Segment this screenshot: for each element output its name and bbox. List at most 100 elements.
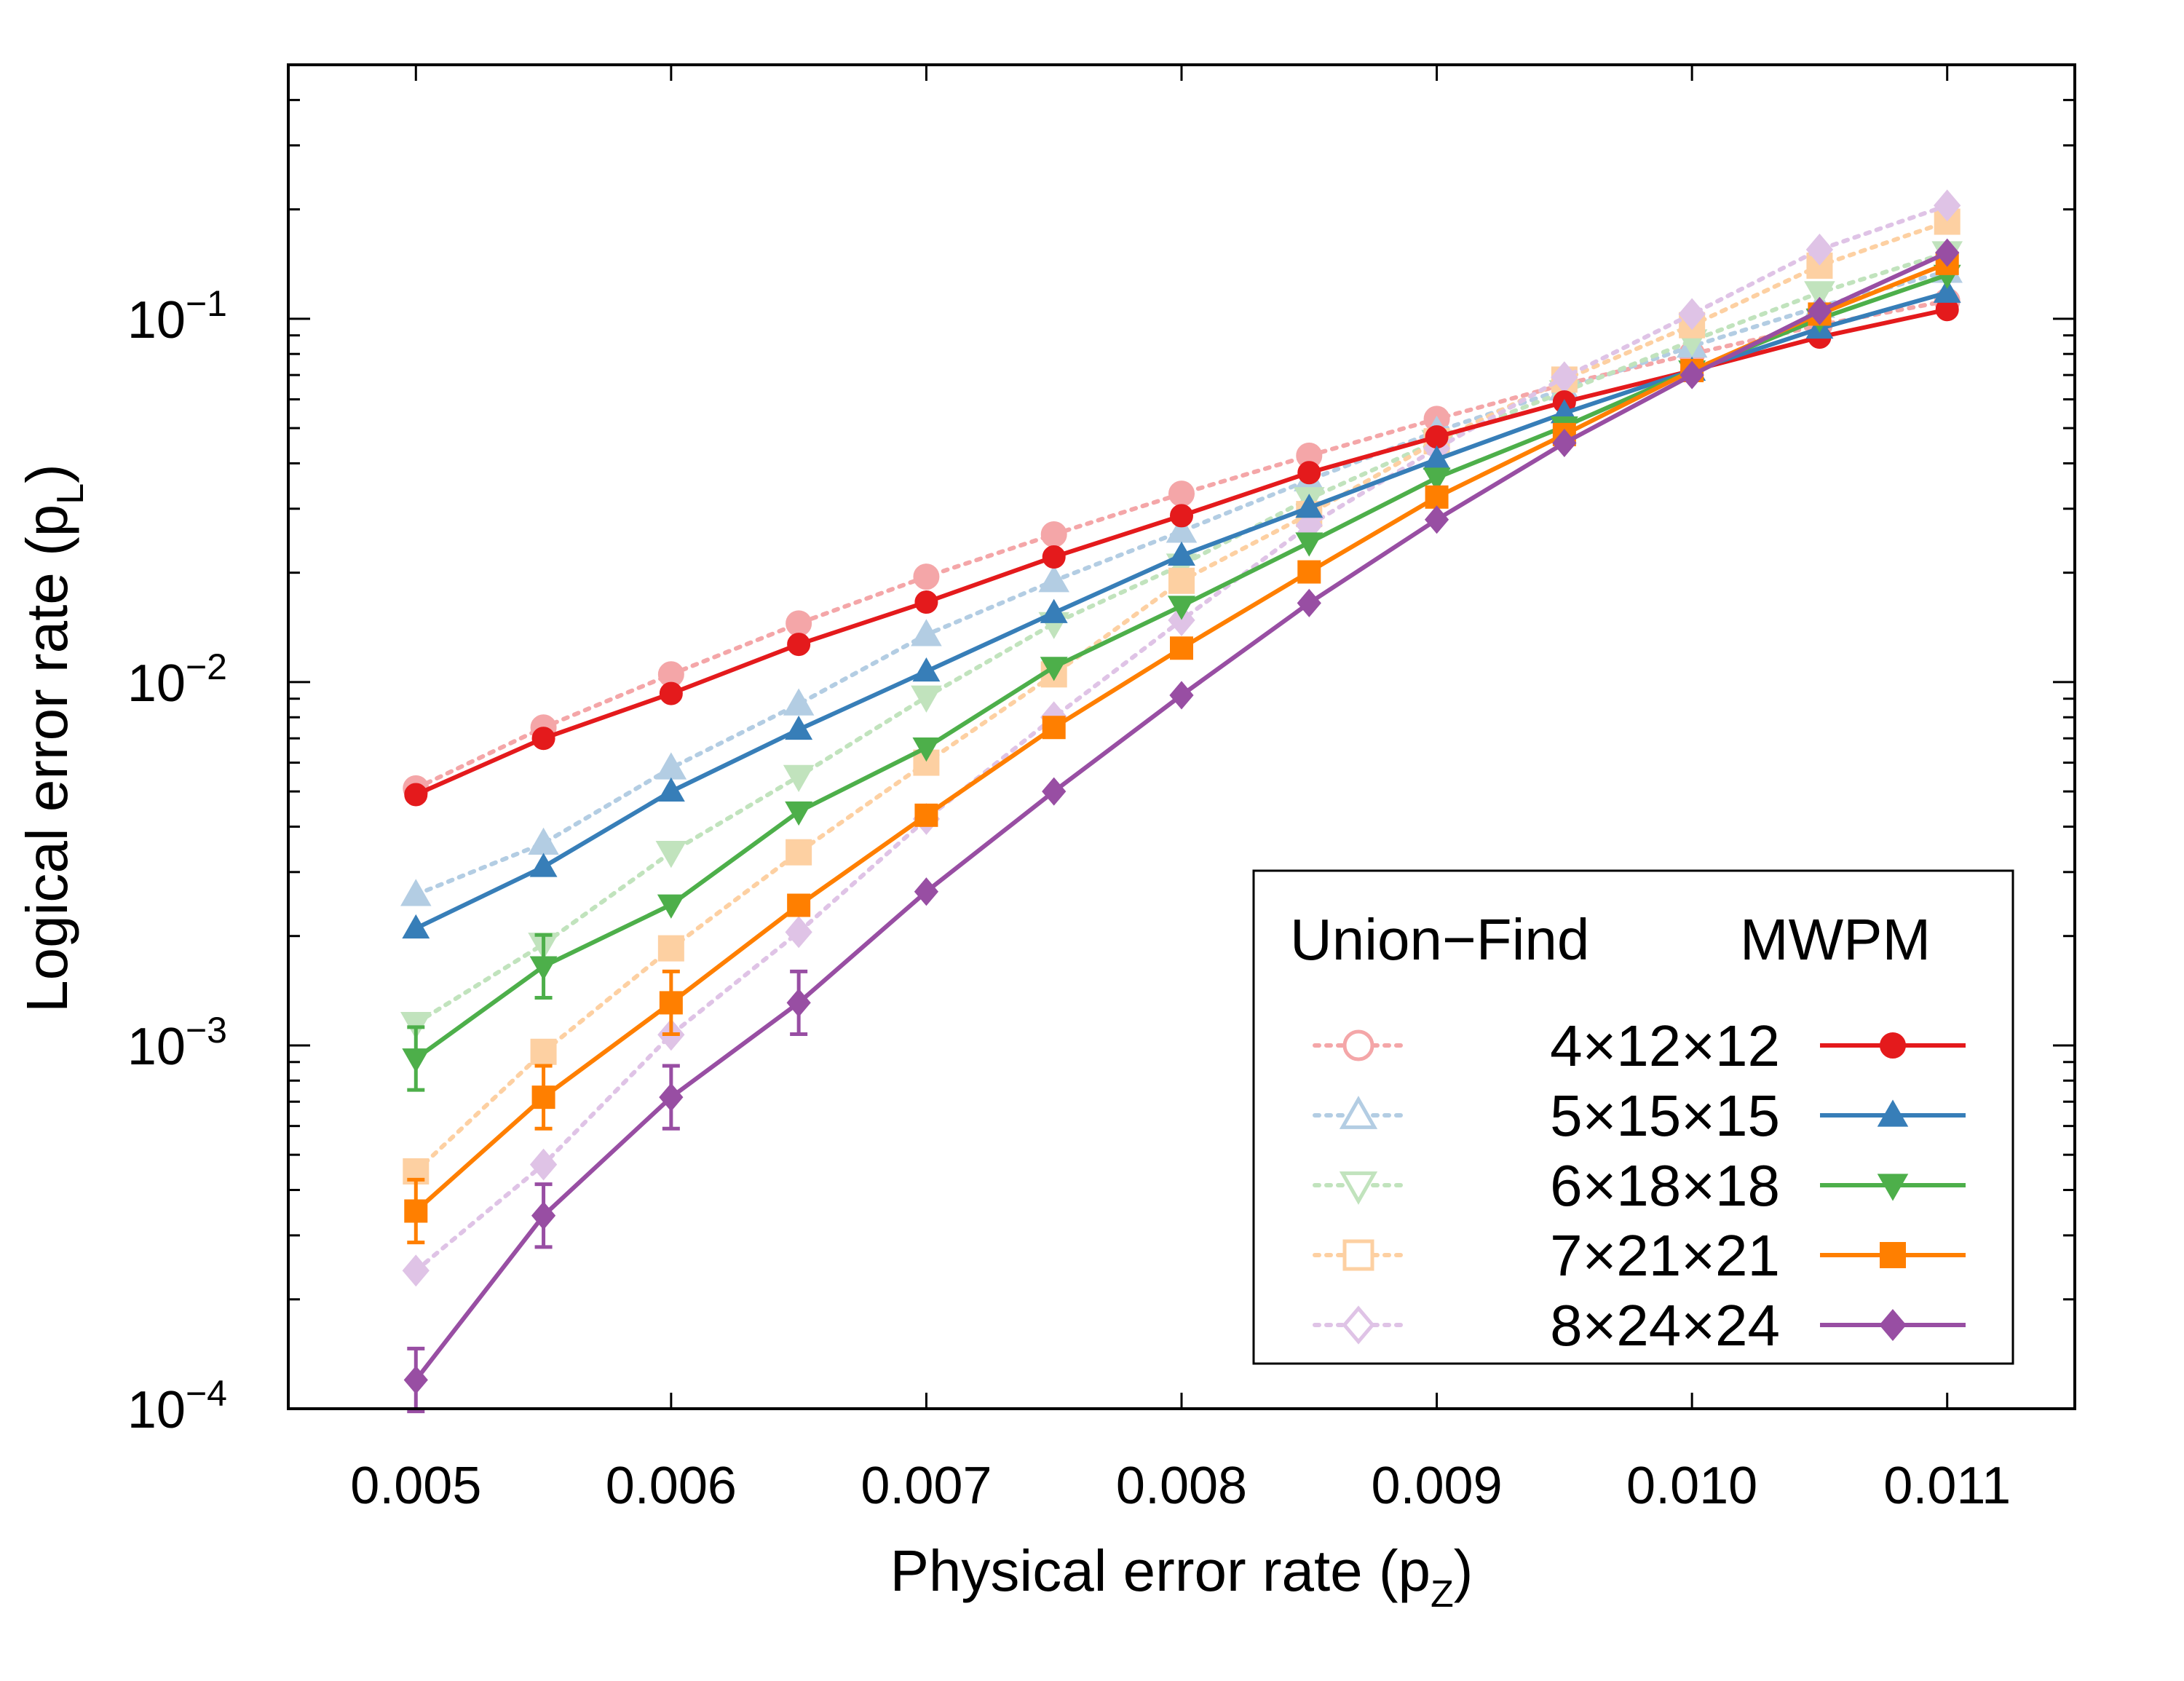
x-tick-label: 0.009 (1371, 1457, 1502, 1515)
legend-entry: 5×15×15 (1313, 1083, 1966, 1148)
mwpm-point (659, 1083, 684, 1112)
mwpm-point (1807, 296, 1832, 325)
mwpm-point (1933, 278, 1961, 303)
legend-entries: 4×12×125×15×156×18×187×21×218×24×24 (1313, 1013, 1966, 1358)
uf-point (911, 619, 942, 646)
y-axis-title: Logical error rate (pL) (15, 464, 92, 1013)
mwpm-point (914, 877, 939, 906)
legend-mwpm-marker (1877, 1174, 1909, 1201)
legend: Union−Find MWPM 4×12×125×15×156×18×187×2… (1252, 869, 2014, 1365)
mwpm-point (531, 1085, 555, 1110)
uf-point (1678, 298, 1706, 331)
mwpm-point (912, 737, 941, 762)
mwpm-point (529, 956, 558, 981)
mwpm-point (657, 894, 685, 919)
mwpm-point (1679, 360, 1704, 389)
mwpm-point (785, 715, 813, 740)
legend-mwpm-marker (1877, 1099, 1909, 1127)
legend-mwpm-marker (1880, 1242, 1906, 1268)
legend-uf-marker (1342, 1239, 1374, 1271)
legend-entry: 8×24×24 (1313, 1293, 1966, 1358)
mwpm-point (1169, 681, 1194, 710)
uf-point (786, 610, 812, 637)
mwpm-point (1297, 461, 1321, 485)
legend-uf-marker (1342, 1029, 1374, 1061)
uf-point (1168, 480, 1195, 507)
x-tick-label: 0.007 (860, 1457, 992, 1515)
uf-point (785, 916, 812, 949)
mwpm-point (531, 1201, 556, 1230)
ticks-layer: 0.005 0.006 0.007 0.008 0.009 0.010 0.011 10−4 1… (127, 63, 2075, 1515)
x-tick-label: 0.005 (350, 1457, 481, 1515)
mwpm-point (402, 914, 430, 939)
mwpm-point (404, 783, 428, 807)
uf-point (1806, 252, 1833, 279)
uf-point (786, 839, 812, 866)
legend-label: 5×15×15 (1550, 1083, 1780, 1148)
legend-label: 7×21×21 (1550, 1223, 1780, 1288)
legend-header-mwpm: MWPM (1740, 907, 1931, 972)
legend-uf-marker (1339, 1096, 1378, 1129)
uf-point (657, 935, 684, 962)
mwpm-point (1042, 777, 1067, 806)
mwpm-point (912, 657, 941, 682)
x-tick-label: 0.006 (606, 1457, 737, 1515)
mwpm-point (1295, 494, 1324, 518)
legend-entry: 6×18×18 (1313, 1153, 1966, 1218)
uf-point (913, 563, 940, 590)
mwpm-point (1297, 588, 1321, 617)
mwpm-point (1170, 636, 1193, 660)
mwpm-point (1424, 505, 1449, 534)
mwpm-point (1425, 485, 1449, 509)
mwpm-point (787, 633, 811, 657)
legend-label: 8×24×24 (1550, 1293, 1780, 1358)
mwpm-point (531, 727, 555, 751)
legend-mwpm-marker (1879, 1309, 1907, 1341)
mwpm-point (914, 803, 938, 827)
legend-header-union-find: Union−Find (1290, 907, 1589, 972)
x-axis-title: Physical error rate (pZ) (890, 1538, 1473, 1615)
series-layer (400, 189, 1963, 1414)
uf-point (1805, 233, 1834, 266)
mwpm-point (1170, 504, 1193, 528)
mwpm-point (786, 988, 811, 1017)
x-tick-label: 0.008 (1116, 1457, 1247, 1515)
mwpm-point (914, 590, 938, 614)
mwpm-point (1042, 545, 1066, 569)
uf-point (911, 685, 942, 713)
mwpm-series-8×24×24 (403, 238, 1960, 1414)
mwpm-point (1168, 541, 1195, 566)
legend-mwpm-marker (1880, 1032, 1906, 1059)
legend-entry: 4×12×12 (1313, 1013, 1966, 1078)
uf-point (530, 1038, 557, 1065)
mwpm-point (404, 1199, 428, 1223)
plot-frame (287, 63, 2076, 1410)
uf-point (1038, 565, 1069, 593)
uf-point (400, 879, 432, 906)
uf-point (1934, 189, 1961, 222)
mwpm-point (1040, 598, 1068, 623)
uf-point (1168, 567, 1195, 594)
uf-point (783, 688, 815, 716)
uf-point (1168, 604, 1195, 636)
uf-point (783, 764, 815, 793)
legend-label: 4×12×12 (1550, 1013, 1780, 1078)
uf-point (1804, 281, 1835, 309)
mwpm-point (1042, 716, 1066, 740)
mwpm-point (1040, 657, 1068, 681)
uf-point (1934, 208, 1961, 235)
y-tick-label: 10−4 (127, 1373, 227, 1439)
y-tick-label: 10−1 (127, 283, 227, 349)
uf-point (529, 1148, 558, 1181)
mwpm-point (659, 991, 683, 1015)
mwpm-point (1423, 467, 1451, 492)
uf-point (655, 841, 687, 869)
legend-uf-marker (1339, 1171, 1378, 1205)
uf-point (402, 1254, 430, 1287)
uf-point (1040, 521, 1067, 547)
mwpm-point (1552, 428, 1577, 458)
x-tick-label: 0.011 (1883, 1457, 2011, 1515)
mwpm-point (1935, 238, 1960, 267)
